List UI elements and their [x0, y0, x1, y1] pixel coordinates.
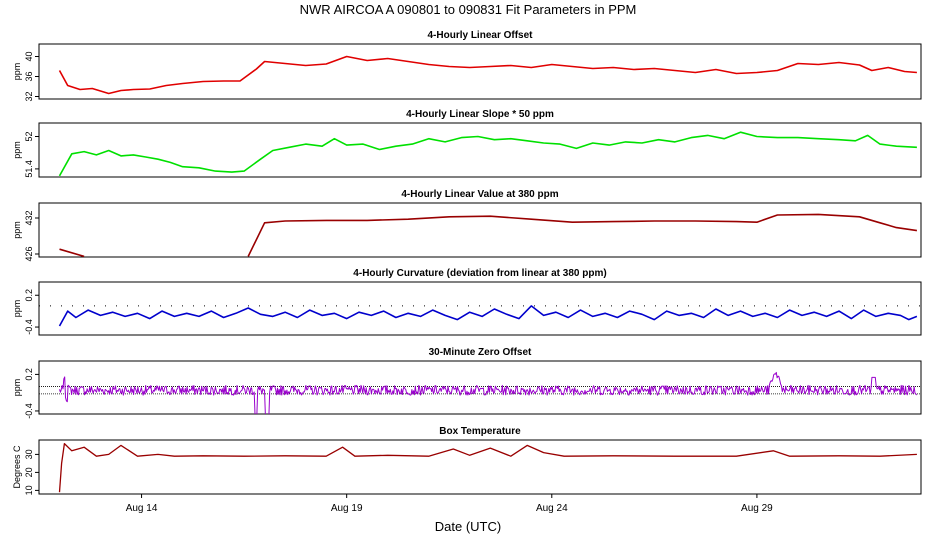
y-tick-label: 36 — [24, 71, 34, 81]
y-tick-label: 30 — [24, 449, 34, 459]
y-tick-label: 432 — [24, 210, 34, 225]
panels-container: 4-Hourly Linear Offsetppm3236404-Hourly … — [12, 30, 922, 495]
panel-title: Box Temperature — [439, 426, 521, 437]
series-line — [58, 442, 917, 493]
y-axis-label: Degrees C — [12, 445, 22, 489]
y-tick-label: -0.4 — [24, 403, 34, 419]
panel-title: 4-Hourly Linear Value at 380 ppm — [401, 189, 558, 200]
series-line — [58, 55, 917, 95]
x-tick-label: Aug 14 — [126, 503, 158, 514]
y-tick-label: 40 — [24, 51, 34, 61]
y-axis-label: ppm — [12, 141, 22, 159]
panel-frame — [38, 281, 922, 336]
series-line — [58, 305, 918, 327]
panel-title: 30-Minute Zero Offset — [429, 347, 532, 358]
panel-frame — [38, 360, 922, 415]
y-tick-label: 10 — [24, 485, 34, 495]
panel-6: Box Temperature Degrees C10 20 30 — [12, 426, 922, 495]
x-tick-label: Aug 19 — [331, 503, 363, 514]
series-line — [58, 131, 917, 177]
chart-title: NWR AIRCOA A 090801 to 090831 Fit Parame… — [300, 2, 637, 17]
x-axis: Aug 14 Aug 19 Aug 24 Aug 29 — [126, 494, 773, 514]
zero-offset-line — [59, 371, 918, 414]
x-axis-label: Date (UTC) — [435, 519, 501, 534]
x-tick-label: Aug 29 — [741, 503, 773, 514]
panel-title: 4-Hourly Curvature (deviation from linea… — [353, 268, 606, 279]
y-tick-label: 426 — [24, 246, 34, 261]
series-line-segment — [59, 248, 85, 257]
y-axis-label: ppm — [12, 221, 22, 239]
y-axis-label: ppm — [12, 379, 22, 397]
y-tick-label: 51.4 — [24, 160, 34, 178]
y-tick-label: 32 — [24, 91, 34, 101]
y-axis-label: ppm — [12, 63, 22, 81]
y-axis-label: ppm — [12, 300, 22, 318]
series-line-segment — [247, 213, 918, 257]
panel-frame — [38, 122, 922, 178]
y-tick-label: 0.2 — [24, 289, 34, 302]
y-tick-label: 20 — [24, 467, 34, 477]
panel-4: 4-Hourly Curvature (deviation from linea… — [12, 268, 922, 336]
panel-frame — [38, 202, 922, 258]
panel-title: 4-Hourly Linear Slope * 50 ppm — [406, 109, 554, 120]
y-tick-label: 52 — [24, 131, 34, 141]
y-tick-label: 0.2 — [24, 368, 34, 381]
panel-frame — [38, 43, 922, 100]
panel-title: 4-Hourly Linear Offset — [427, 30, 533, 41]
panel-frame — [38, 439, 922, 495]
panel-5: 30-Minute Zero Offset ppm-0.4 0.2 — [12, 347, 922, 419]
y-tick-label: -0.4 — [24, 319, 34, 335]
x-tick-label: Aug 24 — [536, 503, 568, 514]
